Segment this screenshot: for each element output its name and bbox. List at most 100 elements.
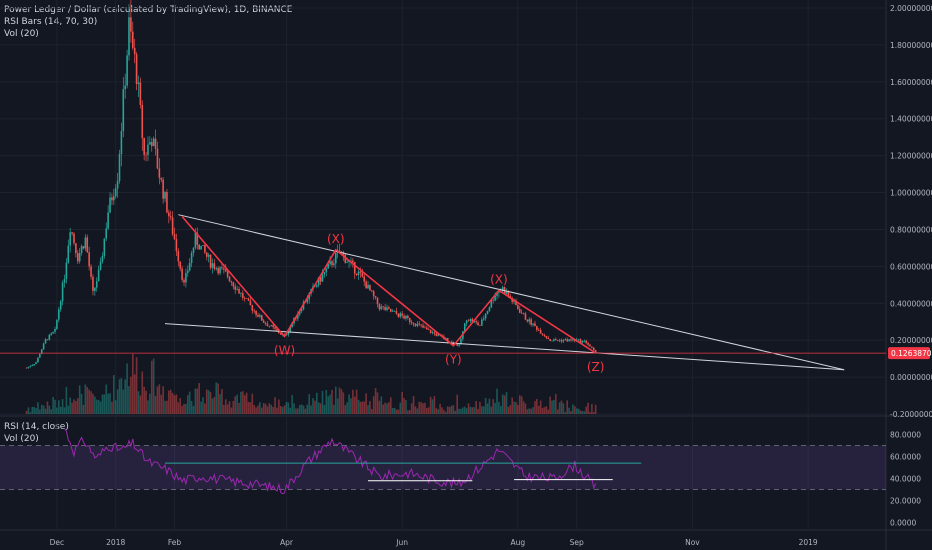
candle-body xyxy=(152,138,155,147)
candle-body xyxy=(105,228,108,239)
volume-bar xyxy=(173,395,176,414)
volume-bar xyxy=(391,407,394,414)
volume-bar xyxy=(327,396,329,414)
volume-bar xyxy=(329,394,331,414)
volume-bar xyxy=(270,404,273,414)
volume-bar xyxy=(479,401,481,414)
volume-bar xyxy=(211,398,214,414)
volume-bar xyxy=(94,396,96,414)
volume-bar xyxy=(73,399,75,414)
candle-body xyxy=(270,325,273,327)
candle-body xyxy=(505,291,508,294)
volume-bar xyxy=(501,394,504,414)
volume-bar xyxy=(90,391,92,414)
candle-body xyxy=(162,179,164,199)
candle-body xyxy=(73,233,75,244)
candle-body xyxy=(65,262,68,280)
price-tick-label: 0.60000000 xyxy=(890,262,932,271)
volume-bar xyxy=(116,389,119,414)
volume-bar xyxy=(589,412,591,414)
volume-bar xyxy=(92,393,94,414)
volume-bar xyxy=(190,400,193,414)
volume-bar xyxy=(503,395,506,414)
candle-body xyxy=(484,314,487,319)
candle-body xyxy=(230,281,233,283)
volume-bar xyxy=(67,405,70,414)
volume-bar xyxy=(587,402,589,414)
candle-body xyxy=(570,339,572,341)
candle-body xyxy=(361,272,364,277)
candle-body xyxy=(371,290,373,292)
volume-bar xyxy=(139,395,142,414)
candle-body xyxy=(42,343,45,350)
volume-bar xyxy=(577,408,580,414)
candle-body xyxy=(515,300,517,306)
candle-body xyxy=(319,277,322,282)
volume-bar xyxy=(526,409,529,414)
candle-body xyxy=(279,333,282,335)
candle-body xyxy=(171,217,174,235)
volume-bar xyxy=(482,406,485,414)
volume-bar xyxy=(302,405,305,414)
volume-bar xyxy=(223,404,225,414)
volume-bar xyxy=(175,394,178,414)
volume-bar xyxy=(465,408,468,414)
price-tick-label: 1.60000000 xyxy=(890,78,932,87)
candle-body xyxy=(494,295,496,301)
volume-bar xyxy=(145,390,147,414)
candle-body xyxy=(511,298,513,302)
volume-bar xyxy=(350,398,352,414)
volume-bar xyxy=(534,401,536,414)
volume-bar xyxy=(319,403,322,414)
candle-body xyxy=(530,319,532,325)
candle-body xyxy=(393,311,396,312)
volume-bar xyxy=(63,407,66,414)
candle-body xyxy=(48,334,51,340)
candle-body xyxy=(524,313,527,320)
candle-body xyxy=(539,330,542,334)
candle-body xyxy=(399,313,402,317)
volume-bar xyxy=(403,398,405,414)
candle-body xyxy=(537,329,540,331)
candle-body xyxy=(266,323,269,327)
volume-bar xyxy=(545,406,548,414)
candle-body xyxy=(315,285,318,287)
volume-bar xyxy=(137,391,140,414)
candle-body xyxy=(95,281,98,288)
volume-bar xyxy=(27,407,30,414)
volume-bar xyxy=(312,398,314,414)
volume-bar xyxy=(162,386,164,414)
volume-bar xyxy=(410,403,413,414)
volume-bar xyxy=(374,388,377,414)
candle-body xyxy=(160,177,163,180)
volume-bar xyxy=(278,399,280,414)
volume-bar xyxy=(306,404,309,414)
drawings-layer: (W) (X) (Y) (X) (Z) xyxy=(0,214,886,374)
wave-label: (Z) xyxy=(587,360,605,374)
volume-bar xyxy=(524,403,527,414)
candle-body xyxy=(353,261,356,274)
volume-bar xyxy=(564,412,567,414)
volume-bar xyxy=(407,410,409,414)
time-tick-label: Sep xyxy=(570,538,584,547)
volume-bar xyxy=(300,404,303,414)
candle-body xyxy=(217,268,219,274)
volume-bar xyxy=(183,403,185,414)
volume-bar xyxy=(242,391,244,414)
volume-bar xyxy=(492,399,495,414)
candle-body xyxy=(583,340,586,342)
volume-bar xyxy=(475,401,477,414)
candle-body xyxy=(101,255,104,262)
volume-bar xyxy=(37,402,39,414)
volume-bar xyxy=(88,389,90,414)
candle-body xyxy=(260,315,263,321)
volume-bar xyxy=(416,408,419,414)
candle-body xyxy=(156,148,159,169)
volume-bar xyxy=(528,408,531,414)
candle-body xyxy=(215,268,218,269)
candle-body xyxy=(109,197,111,213)
candle-body xyxy=(467,320,470,322)
volume-bar xyxy=(452,405,455,414)
volume-bar xyxy=(61,399,64,414)
